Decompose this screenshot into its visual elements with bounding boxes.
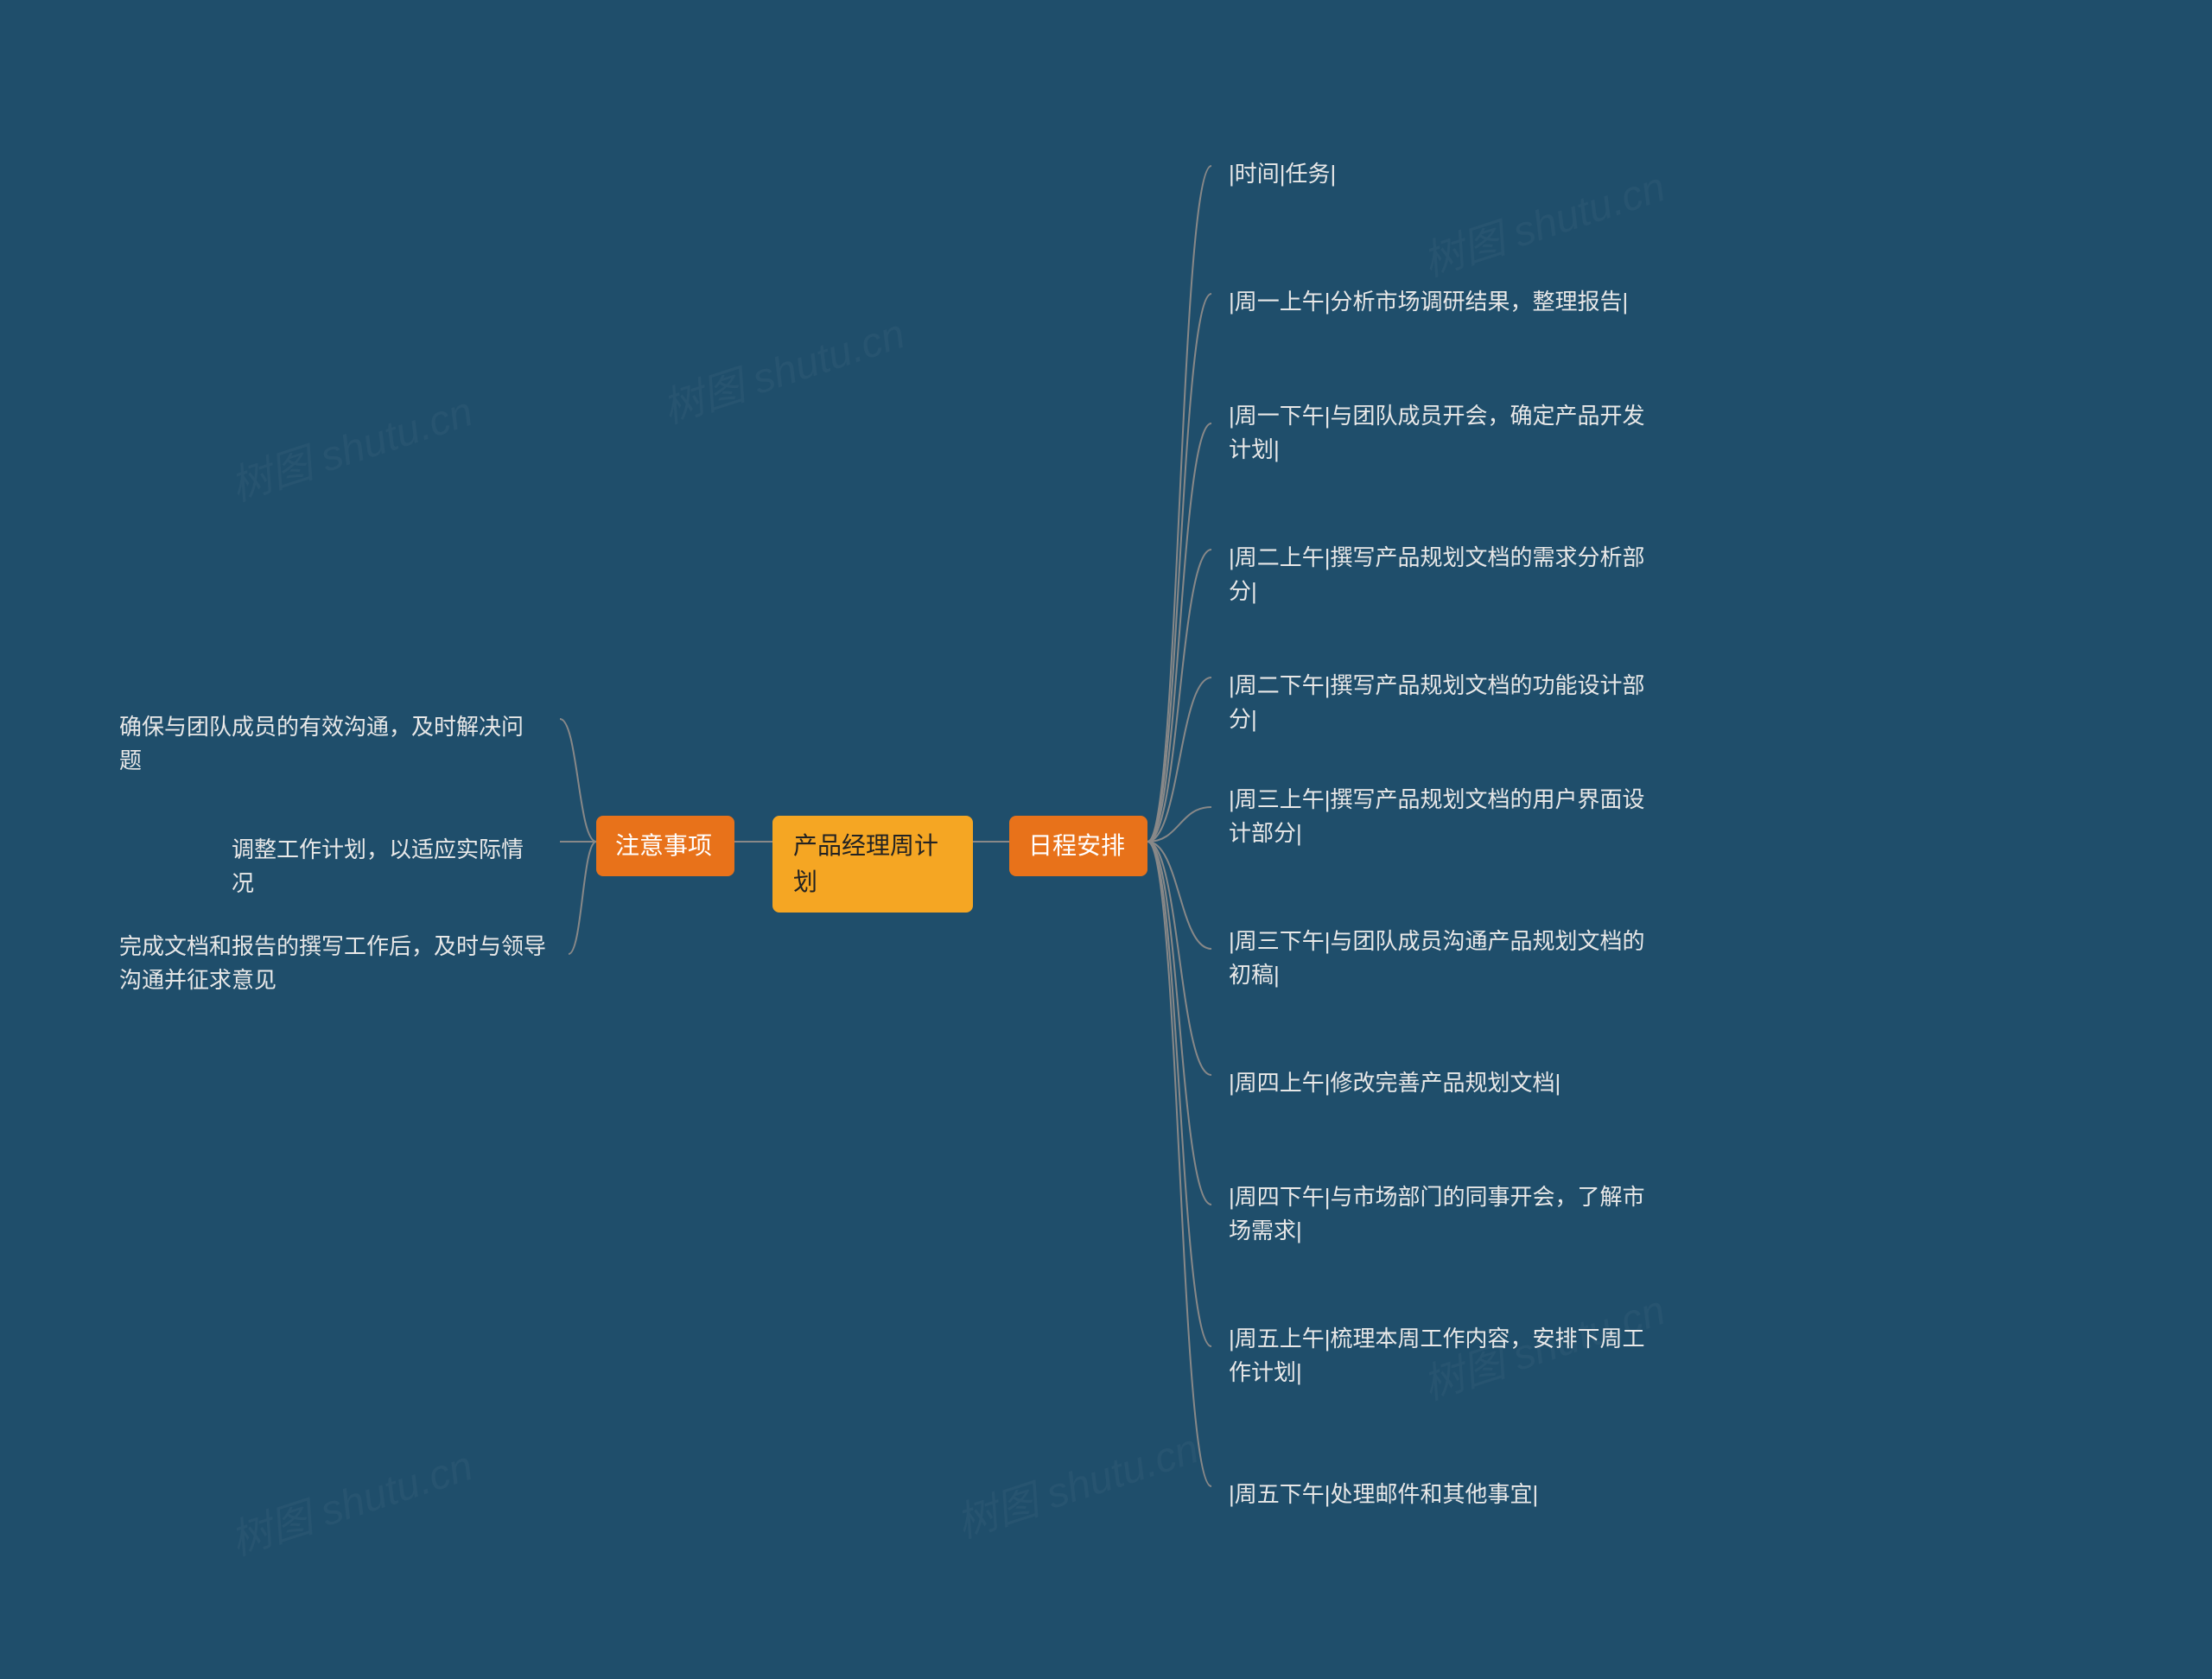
watermark: 树图 shutu.cn	[1414, 153, 1671, 288]
left-leaf[interactable]: 确保与团队成员的有效沟通，及时解决问题	[102, 700, 560, 788]
right-leaf-text: |周三上午|撰写产品规划文档的用户界面设计部分|	[1229, 783, 1661, 850]
branch-schedule[interactable]: 日程安排	[1009, 816, 1147, 876]
right-leaf[interactable]: |周三上午|撰写产品规划文档的用户界面设计部分|	[1211, 773, 1678, 861]
right-leaf-text: |周三下午|与团队成员沟通产品规划文档的初稿|	[1229, 925, 1661, 992]
left-leaf[interactable]: 完成文档和报告的撰写工作后，及时与领导沟通并征求意见	[102, 919, 569, 1008]
root-label: 产品经理周计划	[793, 828, 952, 900]
right-leaf[interactable]: |周四上午|修改完善产品规划文档|	[1211, 1056, 1578, 1110]
right-leaf-text: |周五下午|处理邮件和其他事宜|	[1229, 1478, 1538, 1511]
right-leaf-text: |周四上午|修改完善产品规划文档|	[1229, 1066, 1560, 1100]
right-leaf[interactable]: |时间|任务|	[1211, 147, 1353, 201]
left-leaf[interactable]: 调整工作计划，以适应实际情况	[214, 823, 560, 911]
right-leaf-text: |周四下午|与市场部门的同事开会，了解市场需求|	[1229, 1180, 1661, 1248]
right-leaf[interactable]: |周三下午|与团队成员沟通产品规划文档的初稿|	[1211, 914, 1678, 1002]
root-node[interactable]: 产品经理周计划	[772, 816, 973, 913]
branch-notes-label: 注意事项	[615, 828, 712, 864]
left-leaf-text: 调整工作计划，以适应实际情况	[232, 833, 543, 900]
right-leaf[interactable]: |周五下午|处理邮件和其他事宜|	[1211, 1467, 1555, 1522]
right-leaf-text: |周五上午|梳理本周工作内容，安排下周工作计划|	[1229, 1322, 1661, 1390]
branch-schedule-label: 日程安排	[1028, 828, 1125, 864]
right-leaf-text: |时间|任务|	[1229, 157, 1336, 191]
right-leaf[interactable]: |周一下午|与团队成员开会，确定产品开发计划|	[1211, 389, 1678, 477]
watermark: 树图 shutu.cn	[947, 1415, 1205, 1549]
right-leaf[interactable]: |周四下午|与市场部门的同事开会，了解市场需求|	[1211, 1170, 1678, 1258]
right-leaf[interactable]: |周二下午|撰写产品规划文档的功能设计部分|	[1211, 658, 1678, 747]
right-leaf[interactable]: |周一上午|分析市场调研结果，整理报告|	[1211, 275, 1645, 329]
left-leaf-text: 完成文档和报告的撰写工作后，及时与领导沟通并征求意见	[119, 930, 551, 997]
watermark: 树图 shutu.cn	[221, 1432, 479, 1567]
branch-notes[interactable]: 注意事项	[596, 816, 734, 876]
right-leaf-text: |周二上午|撰写产品规划文档的需求分析部分|	[1229, 541, 1661, 608]
watermark: 树图 shutu.cn	[653, 300, 911, 435]
left-leaf-text: 确保与团队成员的有效沟通，及时解决问题	[119, 710, 543, 778]
watermark: 树图 shutu.cn	[221, 378, 479, 512]
mindmap-canvas: 树图 shutu.cn 树图 shutu.cn 树图 shutu.cn 树图 shut…	[0, 0, 2212, 1679]
right-leaf[interactable]: |周二上午|撰写产品规划文档的需求分析部分|	[1211, 531, 1678, 619]
right-leaf-text: |周一上午|分析市场调研结果，整理报告|	[1229, 285, 1628, 319]
right-leaf-text: |周二下午|撰写产品规划文档的功能设计部分|	[1229, 669, 1661, 736]
right-leaf-text: |周一下午|与团队成员开会，确定产品开发计划|	[1229, 399, 1661, 467]
right-leaf[interactable]: |周五上午|梳理本周工作内容，安排下周工作计划|	[1211, 1312, 1678, 1400]
